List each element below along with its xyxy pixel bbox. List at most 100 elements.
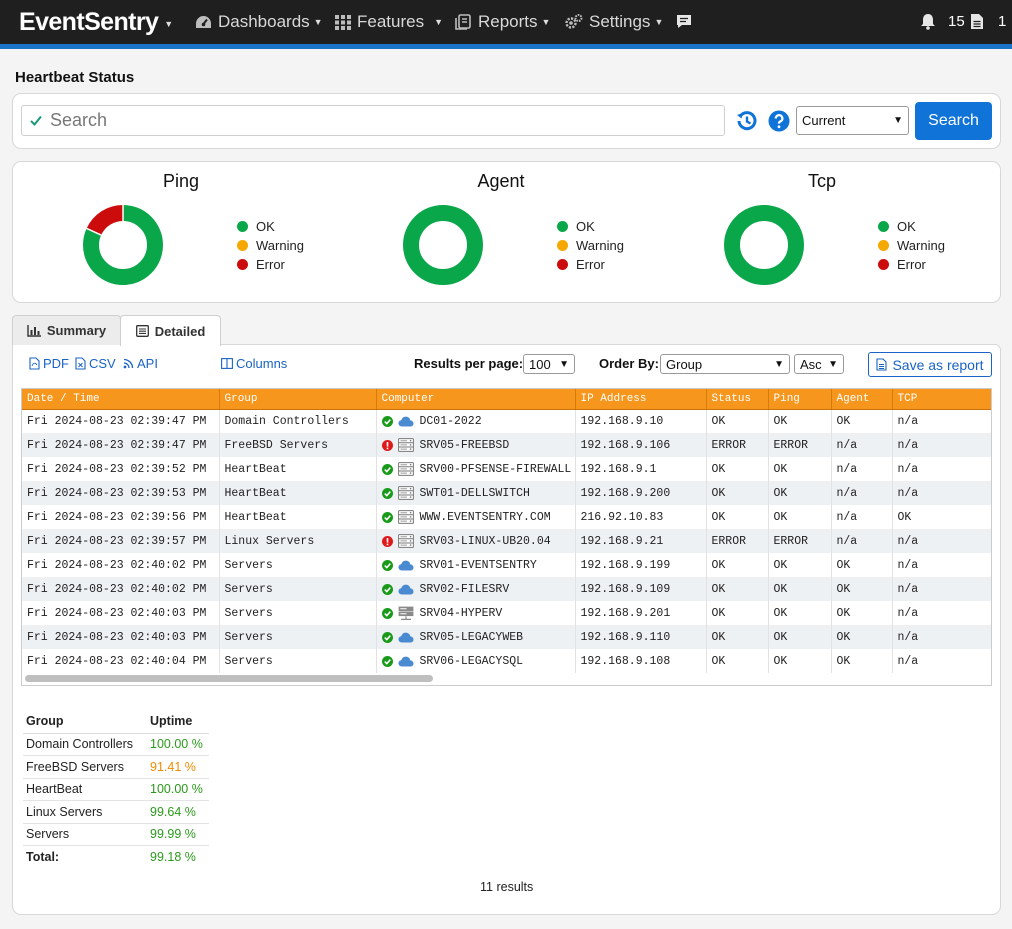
order-direction-value: Asc (800, 356, 822, 372)
cell-computer[interactable]: SRV00-PFSENSE-FIREWALL (376, 457, 576, 481)
cell-computer[interactable]: DC01-2022 (376, 409, 576, 433)
computer-name[interactable]: SRV02-FILESRV (419, 582, 510, 596)
export-csv-link[interactable]: CSV (75, 356, 116, 371)
computer-name[interactable]: SRV05-FREEBSD (419, 438, 510, 452)
uptime-group: Servers (23, 823, 147, 846)
cell-agent: OK (831, 409, 893, 433)
col-datetime[interactable]: Date / Time (22, 389, 220, 410)
tab-summary[interactable]: Summary (12, 315, 121, 345)
time-range-select[interactable]: Current ▼ (796, 106, 909, 135)
cell-computer[interactable]: SRV05-LEGACYWEB (376, 625, 576, 649)
computer-name[interactable]: SWT01-DELLSWITCH (419, 486, 530, 500)
cell-group: HeartBeat (219, 505, 377, 529)
col-status[interactable]: Status (706, 389, 769, 410)
legend-warning: Warning (237, 236, 304, 255)
brand-caret-icon[interactable]: ▼ (164, 19, 174, 29)
cell-computer[interactable]: SRV04-HYPERV (376, 601, 576, 625)
col-ping[interactable]: Ping (768, 389, 832, 410)
chat-button[interactable] (676, 14, 698, 29)
nav-reports[interactable]: Reports ▼ (455, 12, 550, 32)
cell-datetime: Fri 2024-08-23 02:39:47 PM (22, 433, 220, 457)
cell-status: OK (706, 409, 769, 433)
help-button[interactable] (768, 110, 790, 135)
cell-agent: n/a (831, 529, 893, 553)
ok-slice[interactable] (724, 205, 804, 285)
ping-legend: OK Warning Error (237, 217, 304, 274)
status-error-icon (381, 535, 393, 547)
cloud-icon (398, 416, 414, 427)
search-button[interactable]: Search (915, 102, 992, 140)
table-row[interactable]: Fri 2024-08-23 02:40:04 PM Servers SRV06-L… (22, 649, 991, 673)
col-agent[interactable]: Agent (831, 389, 893, 410)
computer-name[interactable]: SRV04-HYPERV (419, 606, 503, 620)
cell-tcp: n/a (892, 529, 991, 553)
table-row[interactable]: Fri 2024-08-23 02:39:52 PM HeartBeat SRV00… (22, 457, 991, 481)
table-row[interactable]: Fri 2024-08-23 02:39:47 PM Domain Control… (22, 409, 991, 433)
legend-warning: Warning (557, 236, 624, 255)
table-row[interactable]: Fri 2024-08-23 02:40:03 PM Servers SRV05-L… (22, 625, 991, 649)
search-bar[interactable] (21, 105, 725, 136)
cell-computer[interactable]: SRV02-FILESRV (376, 577, 576, 601)
computer-name[interactable]: SRV01-EVENTSENTRY (419, 558, 537, 572)
col-computer[interactable]: Computer (376, 389, 576, 410)
computer-name[interactable]: SRV03-LINUX-UB20.04 (419, 534, 551, 548)
cell-computer[interactable]: SWT01-DELLSWITCH (376, 481, 576, 505)
api-link[interactable]: API (123, 356, 158, 371)
notifications-button[interactable]: 15 (920, 13, 965, 30)
order-by-select[interactable]: Group ▼ (660, 354, 790, 374)
cell-tcp: n/a (892, 649, 991, 673)
nav-dashboards[interactable]: Dashboards ▼ (195, 12, 323, 32)
chevron-down-icon: ▼ (774, 358, 784, 370)
cell-ping: OK (768, 457, 832, 481)
documents-button[interactable]: 1 (970, 13, 1006, 30)
brand-logo[interactable]: EventSentry (19, 7, 159, 36)
documents-count: 1 (998, 13, 1007, 30)
table-row[interactable]: Fri 2024-08-23 02:40:02 PM Servers SRV02-F… (22, 577, 991, 601)
legend-error-label: Error (897, 257, 926, 272)
cloud-icon (398, 656, 414, 667)
uptime-row: FreeBSD Servers 91.41 % (23, 755, 209, 779)
computer-name[interactable]: SRV05-LEGACYWEB (419, 630, 524, 644)
cell-group: HeartBeat (219, 481, 377, 505)
table-row[interactable]: Fri 2024-08-23 02:39:47 PM FreeBSD Server… (22, 433, 991, 457)
export-pdf-link[interactable]: PDF (29, 356, 69, 371)
nav-features[interactable]: Features ▼ (335, 12, 443, 32)
table-row[interactable]: Fri 2024-08-23 02:39:53 PM HeartBeat SWT01… (22, 481, 991, 505)
cell-datetime: Fri 2024-08-23 02:39:47 PM (22, 409, 220, 433)
col-ip[interactable]: IP Address (575, 389, 707, 410)
cell-ip: 192.168.9.108 (575, 649, 707, 673)
columns-link[interactable]: Columns (221, 356, 287, 371)
help-icon (768, 110, 790, 132)
cell-computer[interactable]: SRV01-EVENTSENTRY (376, 553, 576, 577)
computer-name[interactable]: SRV06-LEGACYSQL (419, 654, 524, 668)
computer-name[interactable]: WWW.EVENTSENTRY.COM (419, 510, 551, 524)
cell-datetime: Fri 2024-08-23 02:40:02 PM (22, 577, 220, 601)
ok-slice[interactable] (403, 205, 483, 285)
table-row[interactable]: Fri 2024-08-23 02:39:56 PM HeartBeat WWW.E… (22, 505, 991, 529)
status-ok-icon (381, 631, 393, 643)
horizontal-scrollbar[interactable] (25, 675, 433, 682)
col-group[interactable]: Group (219, 389, 377, 410)
col-tcp[interactable]: TCP (892, 389, 991, 410)
cell-computer[interactable]: SRV03-LINUX-UB20.04 (376, 529, 576, 553)
cell-group: HeartBeat (219, 457, 377, 481)
cell-computer[interactable]: SRV05-FREEBSD (376, 433, 576, 457)
cell-computer[interactable]: SRV06-LEGACYSQL (376, 649, 576, 673)
chevron-down-icon: ▼ (654, 17, 664, 27)
cell-computer[interactable]: WWW.EVENTSENTRY.COM (376, 505, 576, 529)
history-button[interactable] (736, 110, 758, 135)
order-direction-select[interactable]: Asc ▼ (794, 354, 844, 374)
table-row[interactable]: Fri 2024-08-23 02:40:02 PM Servers SRV01-E… (22, 553, 991, 577)
page-title: Heartbeat Status (15, 69, 135, 86)
search-input[interactable] (48, 109, 698, 132)
computer-name[interactable]: SRV00-PFSENSE-FIREWALL (419, 462, 572, 476)
document-icon (971, 14, 983, 29)
tab-detailed[interactable]: Detailed (120, 315, 221, 346)
nav-settings[interactable]: Settings ▼ (565, 12, 663, 32)
save-as-report-button[interactable]: Save as report (868, 352, 992, 377)
table-row[interactable]: Fri 2024-08-23 02:40:03 PM Servers SRV04-H… (22, 601, 991, 625)
legend-error: Error (878, 255, 945, 274)
computer-name[interactable]: DC01-2022 (419, 414, 482, 428)
table-row[interactable]: Fri 2024-08-23 02:39:57 PM Linux Servers S… (22, 529, 991, 553)
results-per-page-select[interactable]: 100 ▼ (523, 354, 575, 374)
